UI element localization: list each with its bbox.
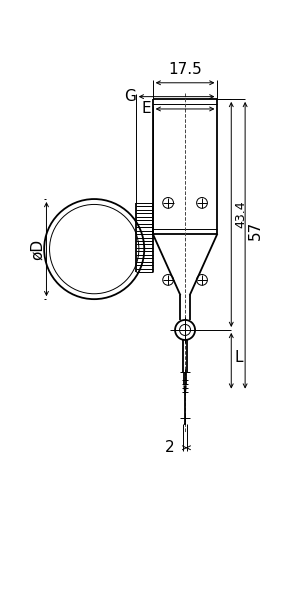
Text: L: L [234,350,243,365]
Text: 43.4: 43.4 [234,200,247,228]
Text: øD: øD [30,239,45,260]
Text: 2: 2 [165,440,174,455]
Text: G: G [124,89,136,104]
Text: 57: 57 [248,221,263,240]
Text: 17.5: 17.5 [168,62,202,77]
Text: E: E [142,101,151,116]
